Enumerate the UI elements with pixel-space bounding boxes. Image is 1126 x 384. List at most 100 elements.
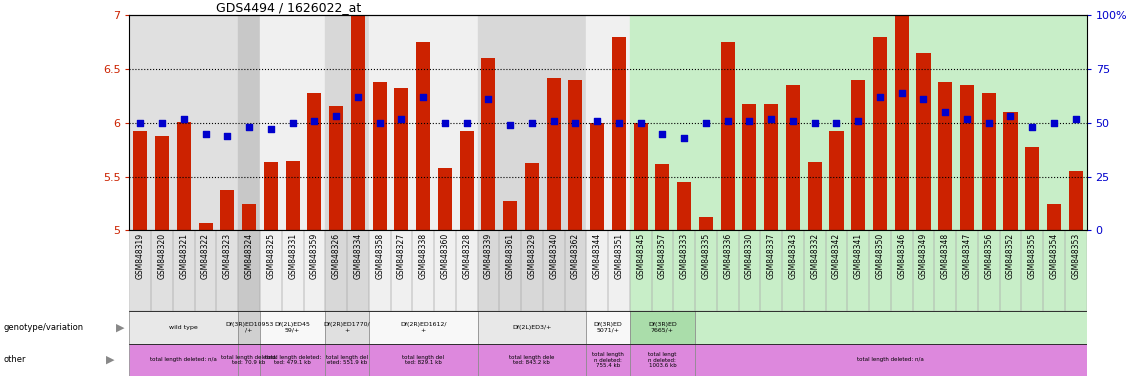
Bar <box>611 37 626 230</box>
Bar <box>347 230 369 311</box>
Text: GSM848319: GSM848319 <box>136 233 145 279</box>
Bar <box>1003 112 1018 230</box>
Text: GSM848356: GSM848356 <box>984 233 993 279</box>
Text: GSM848343: GSM848343 <box>788 233 797 279</box>
Text: total length deleted:
ted: 70.9 kb: total length deleted: ted: 70.9 kb <box>221 355 277 365</box>
Bar <box>977 230 1000 311</box>
Text: GSM848334: GSM848334 <box>354 233 363 279</box>
Text: GSM848358: GSM848358 <box>375 233 384 279</box>
Bar <box>325 230 347 311</box>
Text: GSM848355: GSM848355 <box>1028 233 1037 279</box>
Bar <box>503 201 517 230</box>
Bar <box>587 344 629 376</box>
Point <box>566 120 584 126</box>
Bar <box>956 230 977 311</box>
Text: GSM848340: GSM848340 <box>549 233 558 279</box>
Point <box>588 118 606 124</box>
Text: GSM848321: GSM848321 <box>179 233 188 279</box>
Text: ▶: ▶ <box>106 355 115 365</box>
Bar <box>477 230 587 311</box>
Point <box>762 116 780 122</box>
Bar <box>982 93 995 230</box>
Bar <box>695 230 717 311</box>
Bar <box>825 230 847 311</box>
Bar <box>329 106 343 230</box>
Point <box>414 94 432 100</box>
Bar <box>1025 147 1039 230</box>
Bar <box>260 311 325 344</box>
Bar <box>1069 171 1083 230</box>
Bar <box>369 344 477 376</box>
Text: wild type: wild type <box>170 325 198 330</box>
Bar <box>325 344 369 376</box>
Bar <box>807 162 822 230</box>
Bar <box>695 344 1087 376</box>
Bar <box>543 230 564 311</box>
Bar <box>1043 230 1065 311</box>
Point <box>284 120 302 126</box>
Point <box>328 113 346 119</box>
Text: GSM848352: GSM848352 <box>1006 233 1015 279</box>
Bar <box>869 230 891 311</box>
Text: other: other <box>3 356 26 364</box>
Bar <box>260 230 282 311</box>
Bar <box>434 230 456 311</box>
Text: GSM848332: GSM848332 <box>811 233 820 279</box>
Bar <box>912 230 935 311</box>
Point <box>980 120 998 126</box>
Bar <box>216 230 239 311</box>
Bar <box>721 42 735 230</box>
Bar <box>260 230 325 311</box>
Bar <box>499 230 521 311</box>
Text: Df(2L)ED45
59/+: Df(2L)ED45 59/+ <box>275 322 311 333</box>
Bar <box>133 131 148 230</box>
Text: GSM848350: GSM848350 <box>875 233 884 279</box>
Bar <box>891 230 912 311</box>
Text: total length deleted: n/a: total length deleted: n/a <box>857 358 924 362</box>
Bar <box>481 58 495 230</box>
Bar <box>412 230 434 311</box>
Point <box>240 124 258 130</box>
Point <box>175 116 193 122</box>
Point <box>132 120 150 126</box>
Bar <box>717 230 739 311</box>
Bar <box>325 230 369 311</box>
Bar <box>394 88 409 230</box>
Bar <box>456 230 477 311</box>
Point <box>545 118 563 124</box>
Bar <box>239 311 260 344</box>
Point <box>936 109 954 115</box>
Bar <box>569 80 582 230</box>
Bar <box>1000 230 1021 311</box>
Bar <box>477 344 587 376</box>
Bar <box>935 230 956 311</box>
Bar <box>477 311 587 344</box>
Text: GSM848336: GSM848336 <box>723 233 732 279</box>
Bar <box>587 230 629 311</box>
Bar <box>652 230 673 311</box>
Bar <box>260 344 325 376</box>
Bar <box>677 182 691 230</box>
Bar <box>847 230 869 311</box>
Bar <box>655 164 670 230</box>
Text: GSM848326: GSM848326 <box>332 233 341 279</box>
Point <box>501 122 519 128</box>
Bar <box>477 230 499 311</box>
Bar <box>177 122 191 230</box>
Bar <box>830 131 843 230</box>
Text: GSM848320: GSM848320 <box>158 233 167 279</box>
Bar <box>629 230 1087 311</box>
Bar <box>129 15 239 230</box>
Bar <box>587 311 629 344</box>
Bar <box>263 162 278 230</box>
Text: GSM848333: GSM848333 <box>680 233 689 279</box>
Bar <box>629 15 1087 230</box>
Point <box>697 120 715 126</box>
Bar <box>1065 230 1087 311</box>
Bar <box>242 204 257 230</box>
Point <box>870 94 888 100</box>
Text: Df(3R)ED
7665/+: Df(3R)ED 7665/+ <box>649 322 677 333</box>
Text: GSM848324: GSM848324 <box>244 233 253 279</box>
Bar <box>564 230 587 311</box>
Point <box>741 118 759 124</box>
